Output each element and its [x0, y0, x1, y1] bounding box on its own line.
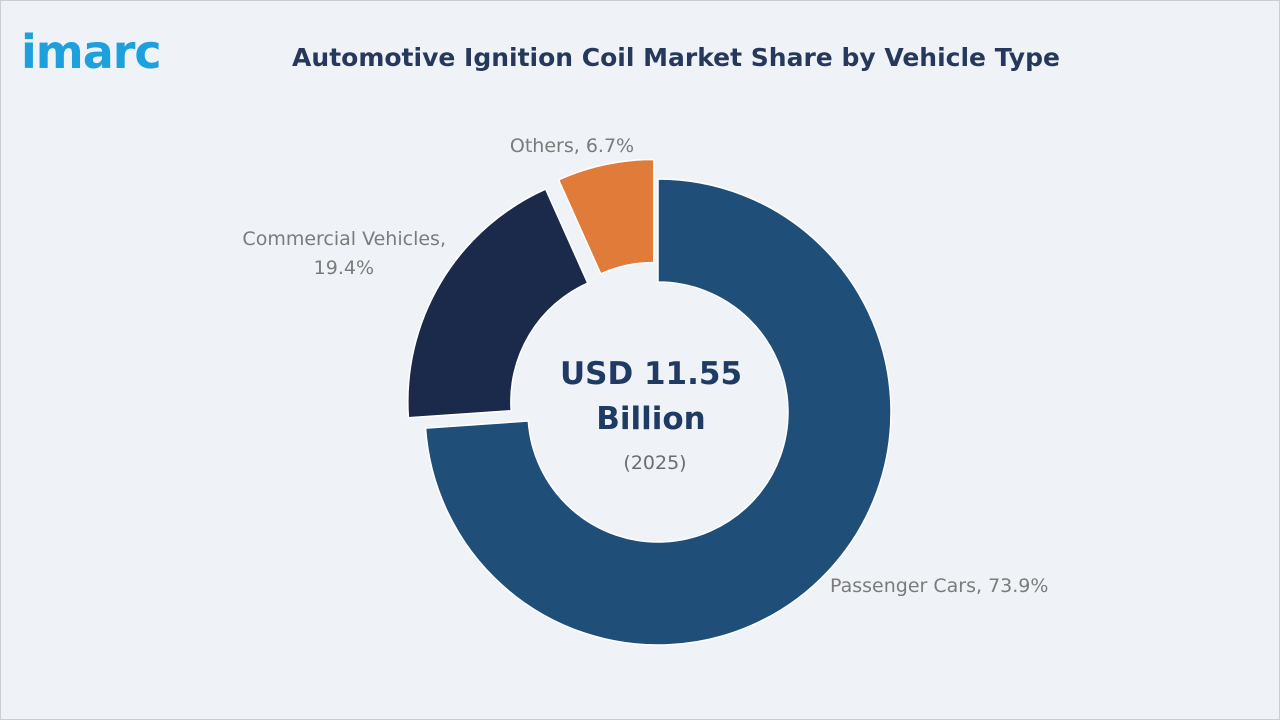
center-value: USD 11.55 — [560, 356, 742, 392]
donut-slice-others — [557, 158, 655, 275]
center-unit: Billion — [596, 401, 706, 437]
slice-label-passenger-cars: Passenger Cars, 73.9% — [830, 575, 1048, 597]
slice-label-commercial-vehicles-line1: Commercial Vehicles, — [242, 228, 446, 250]
chart-title: Automotive Ignition Coil Market Share by… — [292, 43, 1060, 72]
center-year: (2025) — [623, 452, 686, 474]
donut-slices — [407, 158, 892, 646]
donut-slice-commercial-vehicles — [407, 188, 589, 419]
imarc-logo: imarc — [21, 25, 162, 79]
slice-label-others: Others, 6.7% — [510, 135, 634, 157]
donut-slice-passenger-cars — [424, 178, 892, 646]
slice-label-commercial-vehicles-line2: 19.4% — [314, 257, 374, 279]
